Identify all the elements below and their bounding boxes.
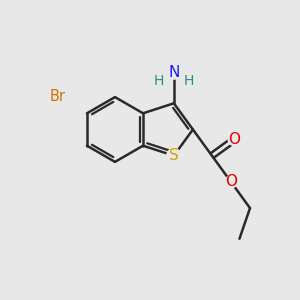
- Text: S: S: [169, 148, 179, 163]
- Text: Br: Br: [50, 89, 65, 104]
- Text: H: H: [184, 74, 194, 88]
- Circle shape: [167, 66, 181, 79]
- Circle shape: [225, 176, 237, 188]
- Text: N: N: [168, 65, 179, 80]
- Text: H: H: [154, 74, 164, 88]
- Text: O: O: [228, 132, 240, 147]
- Text: O: O: [225, 174, 237, 189]
- Circle shape: [228, 134, 240, 146]
- Circle shape: [167, 148, 181, 163]
- Circle shape: [49, 88, 66, 105]
